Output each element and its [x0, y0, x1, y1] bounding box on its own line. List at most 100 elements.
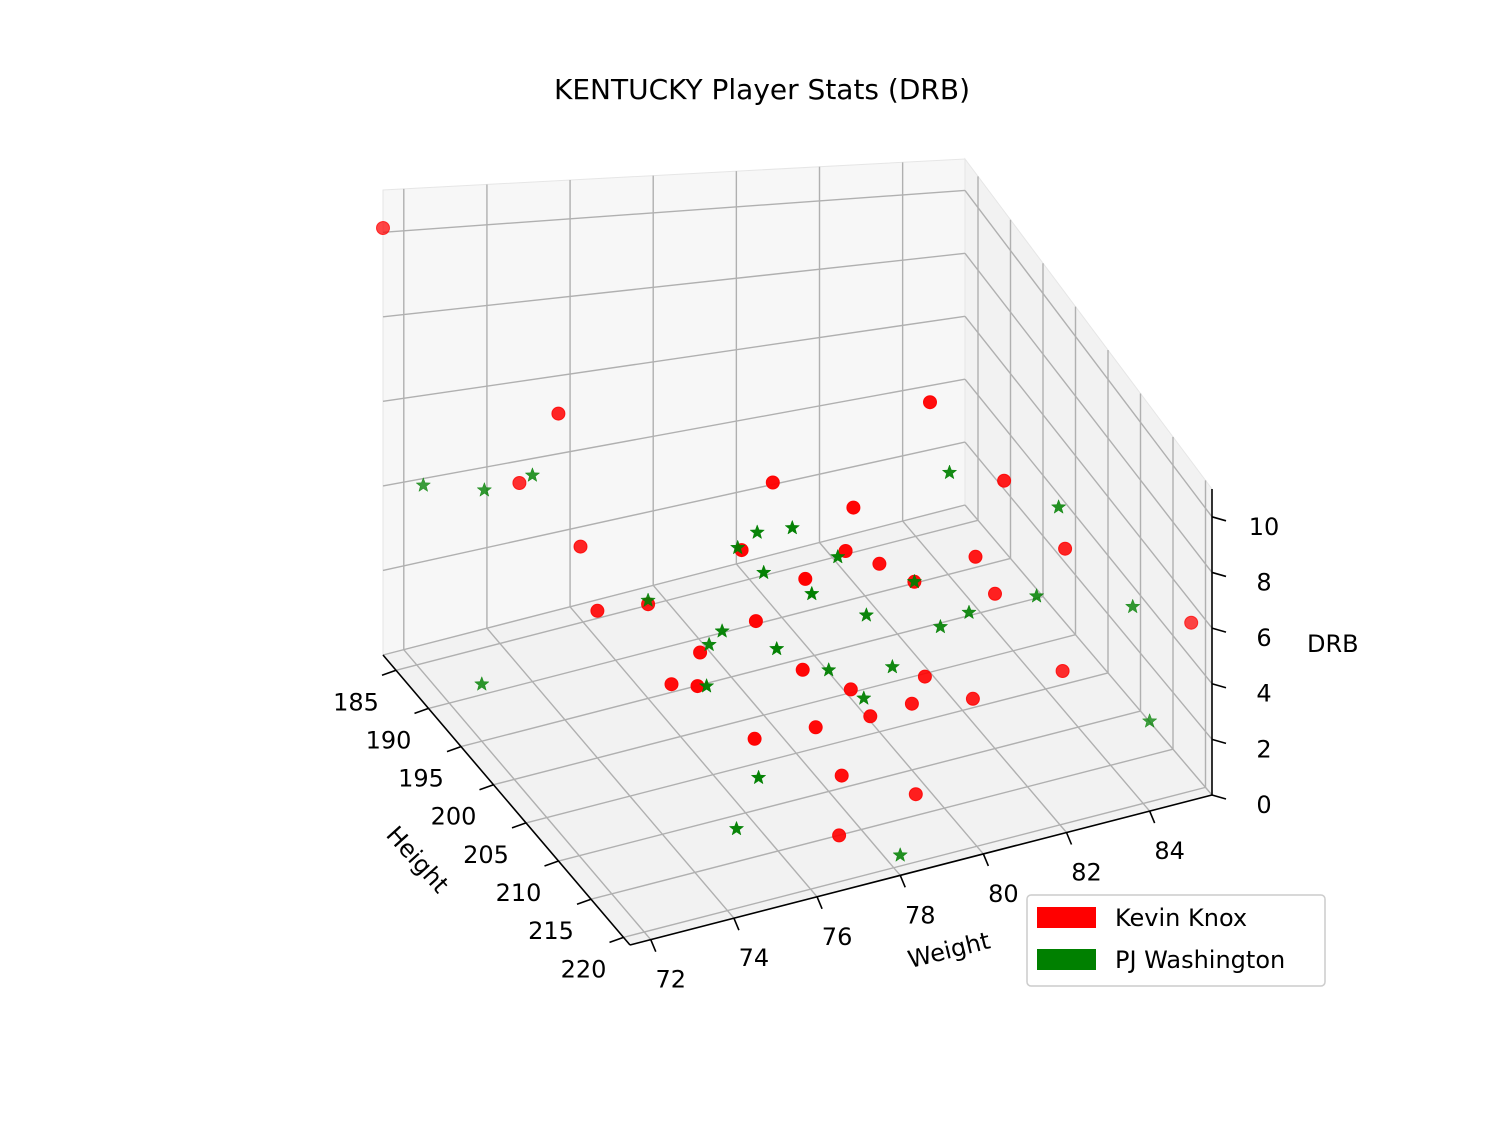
- data-point-pj-washington: [804, 585, 820, 601]
- grid-line-z-left: [382, 378, 966, 487]
- x-tick: [446, 745, 462, 753]
- grid-line-x-floor: [558, 710, 1141, 862]
- data-point-kevin-knox: [965, 691, 980, 706]
- data-point-kevin-knox: [838, 544, 853, 558]
- y-tick-label: 82: [1071, 859, 1102, 887]
- y-axis-label: Weight: [905, 927, 993, 974]
- data-point-pj-washington: [1050, 498, 1067, 514]
- data-point-pj-washington: [961, 604, 977, 620]
- data-point-kevin-knox: [917, 669, 932, 684]
- data-point-pj-washington: [820, 661, 837, 677]
- x-tick-label: 210: [496, 879, 542, 907]
- grid-line-z-back: [964, 504, 1213, 796]
- z-tick: [1211, 571, 1227, 578]
- data-point-kevin-knox: [843, 682, 858, 697]
- y-tick: [1065, 832, 1073, 845]
- chart-title: KENTUCKY Player Stats (DRB): [554, 73, 970, 106]
- data-point-pj-washington: [858, 606, 875, 622]
- z-tick-label: 2: [1256, 735, 1271, 763]
- y-tick: [899, 875, 906, 888]
- grid-line-y-floor: [403, 649, 652, 941]
- grid-line-y-floor: [902, 520, 1151, 812]
- data-point-kevin-knox: [551, 406, 566, 421]
- grid-line-y-floor: [735, 563, 984, 855]
- legend-swatch-kevin-knox: [1037, 907, 1096, 928]
- data-point-pj-washington: [474, 675, 490, 691]
- data-point-kevin-knox: [376, 221, 390, 235]
- x-tick: [414, 707, 429, 715]
- data-points: [376, 221, 1199, 862]
- data-point-pj-washington: [830, 548, 846, 564]
- data-point-kevin-knox: [863, 709, 878, 724]
- data-point-pj-washington: [1141, 712, 1158, 728]
- legend-frame: [1026, 894, 1326, 987]
- data-point-kevin-knox: [1058, 541, 1073, 556]
- data-point-pj-washington: [856, 690, 872, 705]
- grid-line-y-floor: [569, 606, 818, 898]
- grid-line-x-floor: [623, 786, 1206, 939]
- legend-label-pj-washington: PJ Washington: [1115, 946, 1285, 974]
- legend-swatch-pj-washington: [1037, 949, 1096, 970]
- x-tick-label: 205: [463, 841, 509, 869]
- data-point-kevin-knox: [846, 500, 861, 515]
- grid-line-y-floor: [652, 584, 901, 876]
- y-tick: [1148, 810, 1156, 824]
- data-point-pj-washington: [701, 636, 717, 652]
- z-tick-label: 4: [1256, 680, 1271, 708]
- data-point-pj-washington: [906, 573, 923, 589]
- z-tick-label: 6: [1256, 624, 1271, 652]
- grid-line-x-floor: [590, 748, 1174, 900]
- x-tick: [381, 669, 397, 677]
- x-axis-line: [382, 654, 631, 946]
- data-point-pj-washington: [415, 477, 432, 492]
- x-tick-label: 220: [561, 955, 607, 983]
- data-point-kevin-knox: [923, 395, 937, 410]
- grid-line-z-back: [964, 378, 1213, 685]
- grid-line-y-floor: [818, 542, 1068, 833]
- grid-line-y-floor: [486, 627, 735, 919]
- z-tick: [1211, 682, 1227, 689]
- x-tick-label: 200: [431, 803, 477, 831]
- data-point-pj-washington: [892, 846, 908, 862]
- data-point-kevin-knox: [908, 787, 923, 802]
- data-point-kevin-knox: [1184, 615, 1199, 630]
- grid-line-z-left: [382, 315, 966, 403]
- data-point-kevin-knox: [808, 720, 823, 735]
- grid-line-z-back: [964, 441, 1213, 740]
- legend-label-kevin-knox: Kevin Knox: [1115, 904, 1247, 932]
- data-point-pj-washington: [749, 524, 765, 540]
- data-point-pj-washington: [750, 769, 767, 785]
- series-pj-washington: [415, 464, 1158, 862]
- data-point-kevin-knox: [997, 473, 1012, 488]
- data-point-kevin-knox: [748, 614, 763, 629]
- data-point-pj-washington: [698, 677, 715, 693]
- y-tick-label: 74: [739, 944, 770, 972]
- z-tick: [1211, 794, 1227, 800]
- x-tick-label: 195: [398, 765, 444, 793]
- legend: Kevin Knox PJ Washington: [1026, 894, 1326, 987]
- data-point-kevin-knox: [795, 662, 810, 677]
- data-point-kevin-knox: [1055, 664, 1070, 678]
- grid-line-z-left: [382, 252, 966, 318]
- x-tick-label: 185: [333, 688, 379, 716]
- x-tick: [576, 898, 592, 905]
- data-point-kevin-knox: [747, 731, 762, 746]
- data-point-pj-washington: [524, 467, 541, 482]
- grid-line-x-floor: [493, 634, 1076, 786]
- grid-line-z-back: [964, 252, 1213, 573]
- data-point-pj-washington: [728, 820, 745, 836]
- data-point-pj-washington: [932, 618, 949, 634]
- z-tick-label: 10: [1249, 513, 1280, 541]
- data-point-kevin-knox: [573, 539, 588, 554]
- z-tick: [1211, 627, 1227, 633]
- x-tick: [511, 822, 527, 829]
- y-tick-label: 80: [988, 880, 1019, 908]
- data-point-kevin-knox: [834, 768, 849, 783]
- data-point-pj-washington: [941, 464, 958, 480]
- data-point-kevin-knox: [832, 828, 847, 843]
- data-point-pj-washington: [768, 640, 785, 656]
- grid-line-x-floor: [460, 595, 1044, 748]
- data-point-pj-washington: [1028, 587, 1045, 603]
